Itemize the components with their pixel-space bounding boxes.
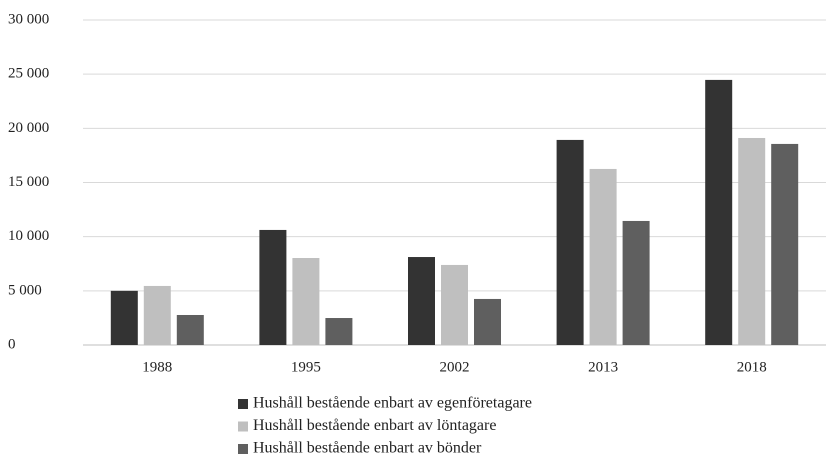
bar: [176, 314, 204, 345]
bar: [441, 264, 468, 345]
bar: [771, 143, 799, 345]
bar: [622, 220, 650, 345]
x-tick-label: 2018: [737, 359, 767, 375]
x-tick-label: 1995: [291, 359, 321, 375]
x-tick-label: 2002: [440, 359, 470, 375]
y-tick-label: 30 000: [8, 11, 49, 27]
y-tick-label: 15 000: [8, 174, 49, 190]
legend-label: Hushåll bestående enbart av egenföretaga…: [253, 395, 532, 412]
bar: [259, 229, 287, 345]
bar: [589, 168, 617, 345]
legend-swatch: [238, 421, 248, 432]
bar: [705, 79, 733, 346]
y-tick-label: 5 000: [8, 282, 42, 298]
x-tick-label: 1988: [142, 359, 172, 375]
bar: [325, 318, 353, 345]
y-tick-label: 20 000: [8, 120, 49, 136]
bar: [408, 257, 435, 345]
legend-label: Hushåll bestående enbart av löntagare: [253, 417, 496, 434]
y-tick-label: 10 000: [8, 228, 49, 244]
legend-label: Hushåll bestående enbart av bönder: [253, 440, 482, 457]
y-tick-label: 25 000: [8, 66, 49, 82]
x-tick-label: 2013: [588, 359, 618, 375]
bar: [143, 285, 171, 345]
bar: [110, 290, 138, 345]
bar: [474, 298, 501, 345]
y-tick-label: 0: [8, 336, 16, 352]
legend-swatch: [238, 444, 248, 454]
bar: [556, 139, 584, 345]
bar: [738, 137, 766, 345]
bar: [292, 258, 320, 345]
legend-swatch: [238, 399, 248, 409]
